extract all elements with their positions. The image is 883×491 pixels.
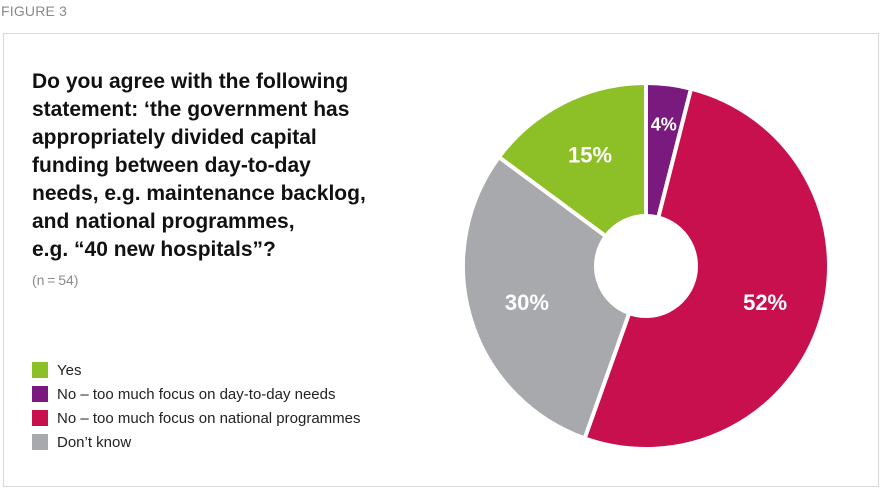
question-line: funding between day-to-day — [32, 154, 311, 177]
legend-item-national-programmes: No – too much focus on national programm… — [32, 406, 361, 430]
question-title: Do you agree with the following statemen… — [32, 68, 422, 264]
legend-item-dont-know: Don’t know — [32, 430, 361, 454]
question-line: and national programmes, — [32, 210, 295, 233]
slice-data-label: 30% — [505, 290, 549, 315]
pie-slice — [582, 86, 831, 451]
legend-swatch — [32, 410, 48, 426]
legend-swatch — [32, 362, 48, 378]
legend-item-day-to-day: No – too much focus on day-to-day needs — [32, 382, 361, 406]
question-line: needs, e.g. maintenance backlog, — [32, 182, 366, 205]
legend-swatch — [32, 434, 48, 450]
figure-label: FIGURE 3 — [1, 3, 68, 19]
slice-data-label: 4% — [651, 114, 677, 134]
donut-chart: 4% 52% 30% 15% — [461, 80, 831, 451]
chart-legend: Yes No – too much focus on day-to-day ne… — [32, 358, 361, 454]
question-line: statement: ‘the government has — [32, 98, 350, 121]
question-line: e.g. “40 new hospitals”? — [32, 238, 276, 261]
legend-swatch — [32, 386, 48, 402]
pie-slice — [461, 154, 632, 441]
question-line: Do you agree with the following — [32, 70, 349, 93]
sample-size: (n = 54) — [32, 272, 79, 288]
legend-label: No – too much focus on national programm… — [57, 409, 361, 427]
legend-item-yes: Yes — [32, 358, 361, 382]
slice-data-label: 15% — [568, 142, 612, 167]
legend-label: Don’t know — [57, 433, 132, 451]
legend-label: Yes — [57, 361, 82, 379]
pie-slice — [496, 80, 648, 240]
slice-data-label: 52% — [743, 290, 787, 315]
question-line: appropriately divided capital — [32, 126, 317, 149]
legend-label: No – too much focus on day-to-day needs — [57, 385, 336, 403]
